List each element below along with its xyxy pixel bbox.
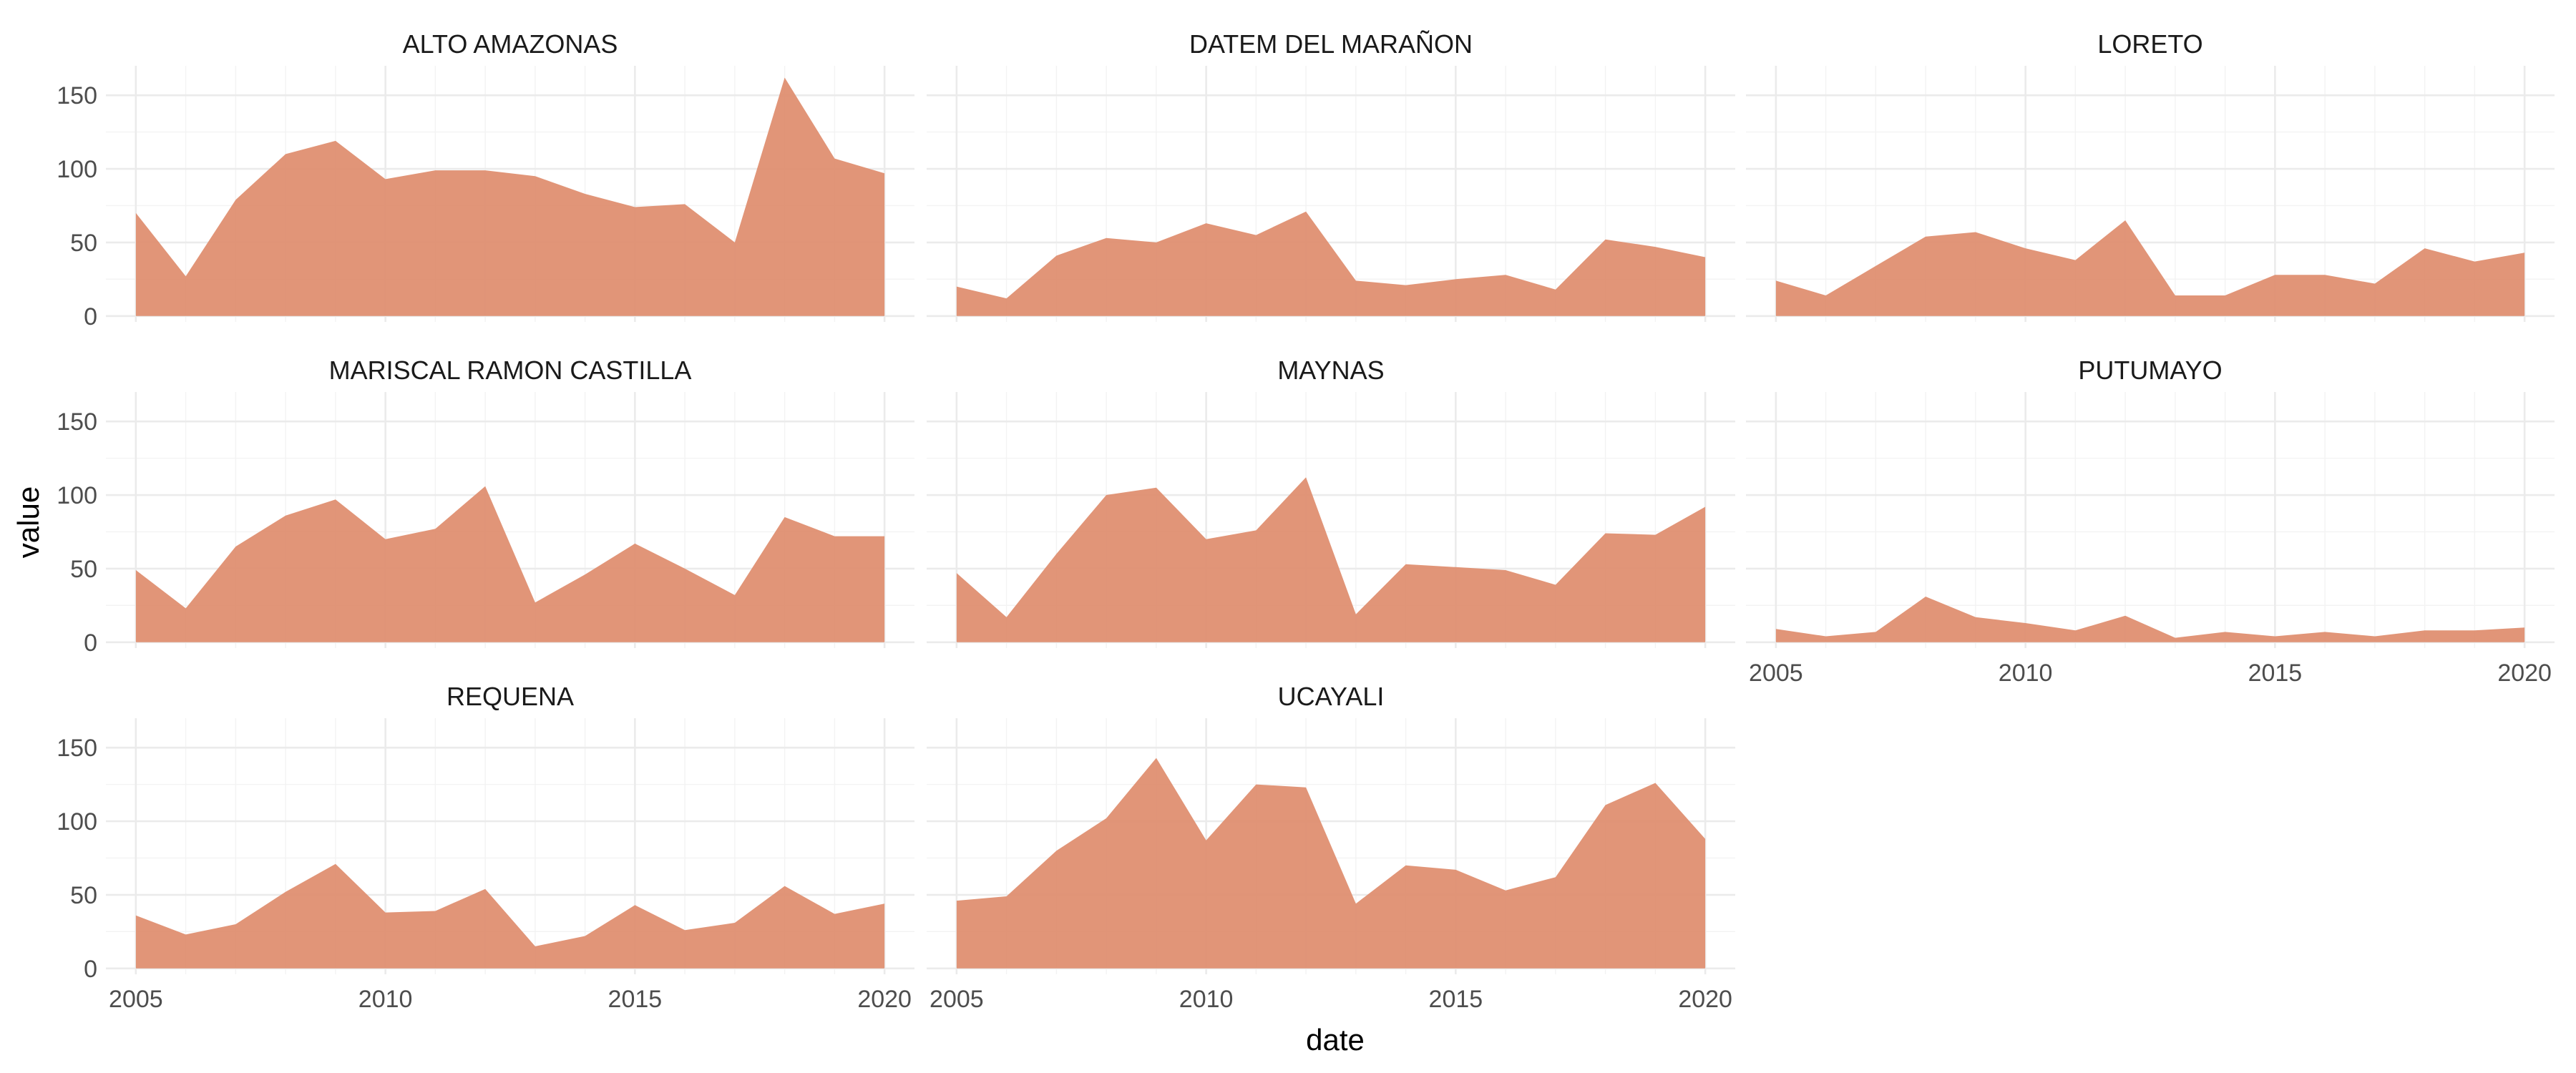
x-tick-label: 2010	[1179, 986, 1234, 1013]
panels-layer: ALTO AMAZONAS 0 50 100 150 DATEM DEL MARAÑON L…	[57, 29, 2555, 1013]
y-tick-label: 0	[84, 303, 97, 330]
panel-title: DATEM DEL MARAÑON	[1189, 29, 1473, 59]
panel-maynas: MAYNAS	[927, 356, 1735, 648]
x-tick-label: 2015	[2248, 660, 2303, 687]
panel-ucayali: UCAYALI 2005 2010 2015 2020	[927, 682, 1735, 1013]
y-tick-label: 100	[57, 156, 97, 183]
y-tick-label: 150	[57, 408, 97, 436]
y-tick-label: 0	[84, 956, 97, 983]
x-tick-label: 2010	[358, 986, 413, 1013]
y-tick-label: 100	[57, 808, 97, 836]
area-series	[135, 77, 885, 316]
panel-datem-del-mara-on: DATEM DEL MARAÑON	[927, 29, 1735, 322]
x-tick-label: 2015	[608, 986, 663, 1013]
area-series	[135, 863, 885, 969]
y-tick-label: 150	[57, 735, 97, 762]
x-axis-title: date	[1306, 1023, 1365, 1057]
panel-title: MARISCAL RAMON CASTILLA	[329, 356, 692, 385]
panel-mariscal-ramon-castilla: MARISCAL RAMON CASTILLA 0 50 100 150	[57, 356, 914, 657]
area-series	[135, 486, 885, 642]
x-tick-label: 2020	[2497, 660, 2552, 687]
x-tick-label: 2020	[1678, 986, 1732, 1013]
area-series	[1775, 597, 2525, 642]
panel-putumayo: PUTUMAYO 2005 2010 2015 2020	[1746, 356, 2555, 687]
panel-title: PUTUMAYO	[2078, 356, 2222, 385]
y-tick-label: 100	[57, 482, 97, 509]
area-series	[956, 477, 1706, 642]
y-axis-title: value	[11, 486, 45, 558]
panel-requena: REQUENA 0 50 100 150 2005 2010 2015 2020	[57, 682, 914, 1013]
y-tick-label: 50	[70, 882, 97, 909]
panel-title: ALTO AMAZONAS	[403, 29, 618, 59]
x-tick-label: 2010	[1999, 660, 2053, 687]
area-series	[956, 758, 1706, 969]
y-tick-label: 150	[57, 82, 97, 109]
x-tick-label: 2005	[930, 986, 984, 1013]
panel-alto-amazonas: ALTO AMAZONAS 0 50 100 150	[57, 29, 914, 330]
panel-loreto: LORETO	[1746, 29, 2555, 322]
area-series	[956, 211, 1706, 316]
x-tick-label: 2015	[1429, 986, 1483, 1013]
area-series	[1775, 220, 2525, 316]
x-tick-label: 2005	[109, 986, 163, 1013]
panel-title: LORETO	[2097, 29, 2202, 59]
panel-title: UCAYALI	[1278, 682, 1385, 711]
y-tick-label: 50	[70, 230, 97, 257]
x-tick-label: 2020	[857, 986, 912, 1013]
panel-title: MAYNAS	[1277, 356, 1384, 385]
panel-title: REQUENA	[447, 682, 574, 711]
x-tick-label: 2005	[1749, 660, 1803, 687]
y-tick-label: 50	[70, 556, 97, 583]
y-tick-label: 0	[84, 629, 97, 657]
